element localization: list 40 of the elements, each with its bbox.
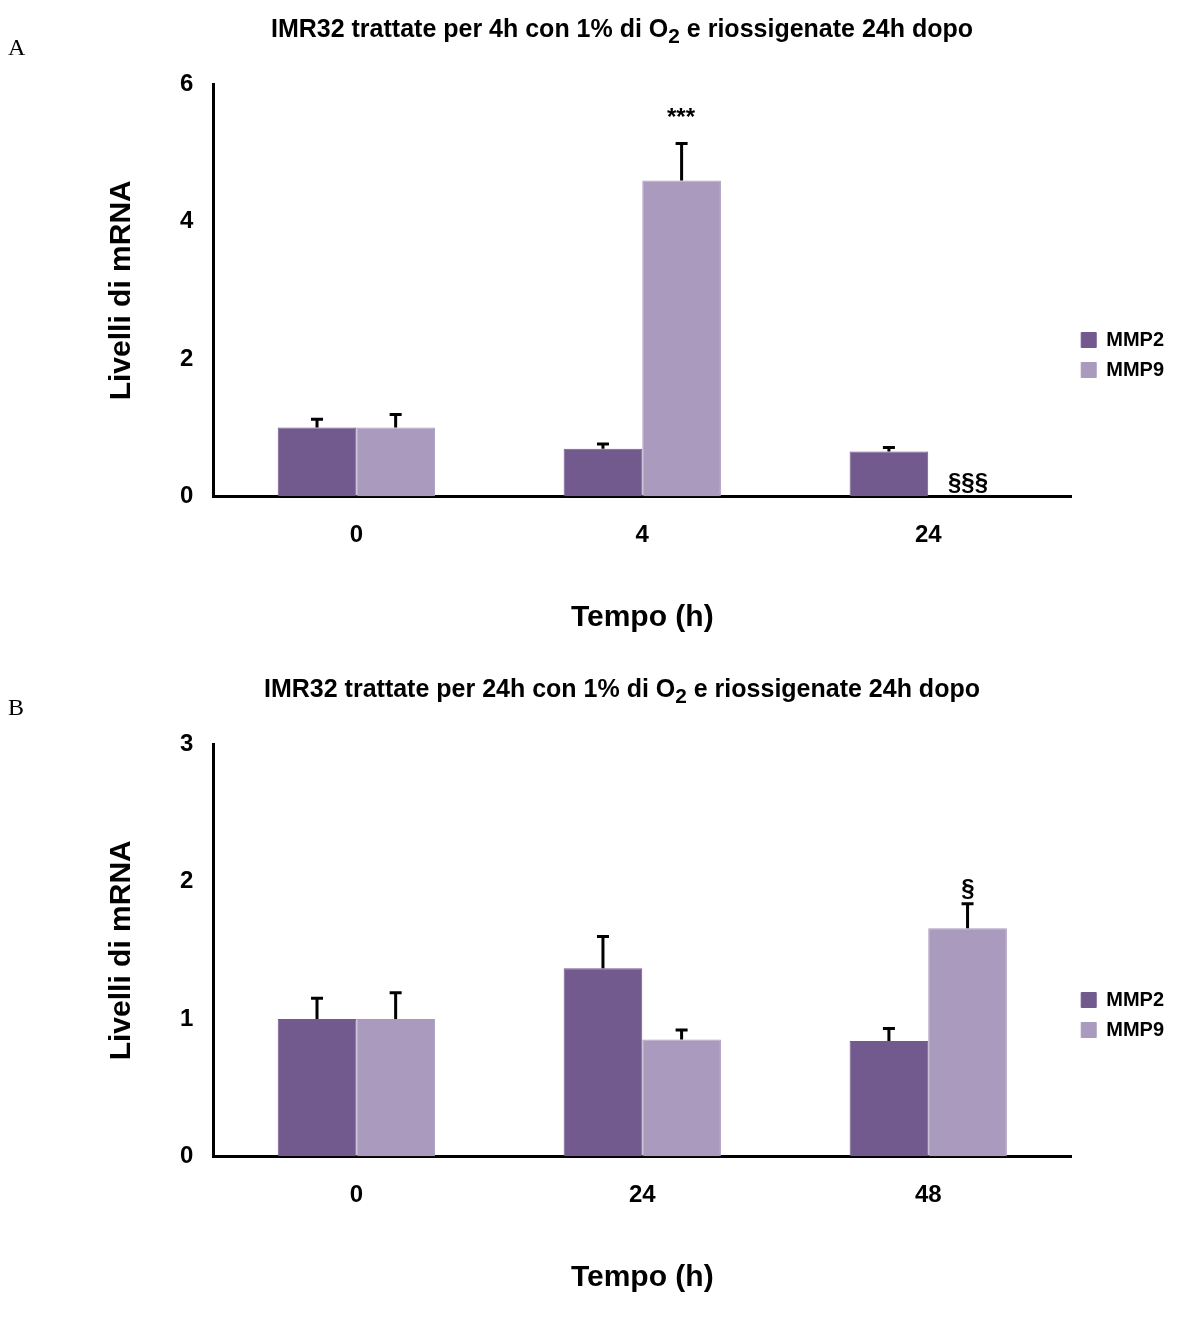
y-tick-label: 0 bbox=[179, 480, 194, 508]
y-tick-label: 0 bbox=[179, 1140, 194, 1168]
bar bbox=[642, 1039, 721, 1157]
chart-title: IMR32 trattate per 4h con 1% di O$_{2}$ e riossigenate 24h dopo bbox=[270, 14, 974, 47]
bar bbox=[277, 427, 357, 497]
y-tick-label: 2 bbox=[179, 866, 194, 894]
bar bbox=[928, 928, 1007, 1157]
x-tick-label: 0 bbox=[349, 520, 364, 548]
x-axis-title: Tempo (h) bbox=[570, 1259, 714, 1293]
bar bbox=[563, 968, 643, 1157]
bar bbox=[849, 1040, 929, 1157]
x-tick-label: 4 bbox=[635, 520, 650, 548]
legend-label: MMP2 bbox=[1106, 987, 1165, 1010]
annotation: *** bbox=[666, 103, 696, 131]
annotation: § bbox=[961, 874, 975, 902]
annotation: §§§ bbox=[947, 468, 989, 496]
x-tick-label: 0 bbox=[349, 1180, 364, 1208]
x-tick-label: 24 bbox=[914, 520, 943, 548]
y-tick-label: 2 bbox=[179, 343, 194, 371]
legend-label: MMP2 bbox=[1106, 327, 1165, 350]
legend-label: MMP9 bbox=[1106, 1017, 1165, 1040]
text: B bbox=[8, 694, 25, 721]
y-axis-title: Livelli di mRNA bbox=[103, 840, 137, 1061]
bar bbox=[642, 180, 721, 497]
y-tick-label: 4 bbox=[179, 206, 194, 234]
chart-title: IMR32 trattate per 24h con 1% di O$_{2}$ e riossigenate 24h dopo bbox=[264, 674, 980, 707]
legend-label: MMP9 bbox=[1106, 357, 1165, 380]
x-tick-label: 48 bbox=[914, 1180, 942, 1208]
bar bbox=[849, 451, 929, 497]
bar bbox=[356, 427, 435, 497]
x-tick-label: 24 bbox=[628, 1180, 657, 1208]
y-tick-label: 1 bbox=[179, 1003, 194, 1031]
x-axis-title: Tempo (h) bbox=[570, 599, 714, 633]
y-axis-title: Livelli di mRNA bbox=[103, 180, 137, 401]
bar bbox=[563, 448, 643, 497]
bar bbox=[356, 1018, 435, 1157]
y-tick-label: 6 bbox=[179, 69, 194, 97]
bar bbox=[277, 1018, 357, 1157]
y-tick-label: 3 bbox=[179, 729, 194, 757]
text: A bbox=[8, 34, 26, 61]
